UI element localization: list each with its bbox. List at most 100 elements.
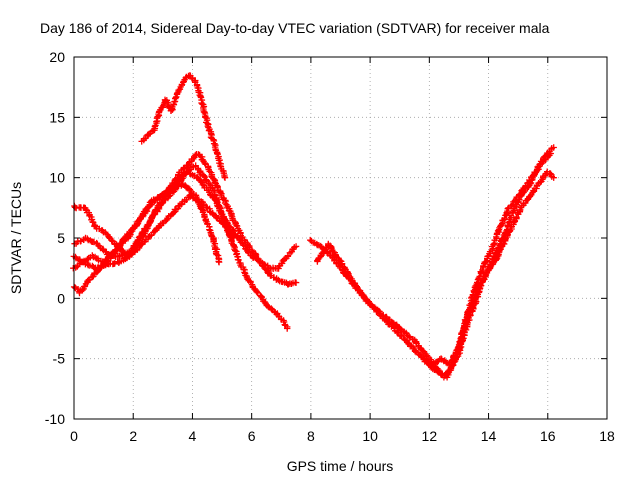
data-point-markers [198, 198, 216, 217]
data-point-markers [384, 318, 402, 336]
data-point-markers [147, 199, 166, 224]
data-point-markers [213, 198, 229, 223]
data-point-markers [198, 96, 211, 126]
data-point-markers [144, 194, 163, 212]
data-point-markers [517, 182, 533, 200]
data-point-markers [490, 242, 506, 265]
data-point-markers [373, 307, 390, 325]
data-point-marker [284, 325, 291, 332]
x-tick-label: 0 [70, 428, 78, 444]
data-point-markers [82, 204, 98, 229]
data-point-markers [210, 234, 223, 265]
data-point-marker [221, 174, 229, 181]
data-point-markers [179, 180, 198, 198]
data-point-markers [163, 206, 180, 224]
data-point-markers [325, 240, 344, 264]
data-point-markers [94, 240, 112, 258]
data-point-markers [209, 210, 228, 228]
data-point-markers [135, 218, 154, 241]
y-tick-label: 15 [49, 109, 65, 125]
data-point-markers [192, 77, 205, 101]
data-point-marker [230, 234, 238, 242]
x-tick-label: 6 [248, 428, 256, 444]
data-point-markers [275, 276, 290, 286]
y-tick-label: 5 [57, 230, 65, 246]
data-point-markers [192, 162, 208, 179]
data-point-markers [480, 248, 494, 271]
data-point-markers [177, 157, 195, 176]
data-point-markers [284, 244, 298, 260]
y-axis-ticks: -10 -5 0 5 10 15 20 [45, 49, 607, 427]
x-tick-label: 4 [189, 428, 197, 444]
data-point-markers [396, 332, 414, 350]
data-point-markers [79, 258, 97, 271]
x-tick-label: 2 [129, 428, 137, 444]
data-point-marker [550, 174, 557, 181]
data-point-markers [263, 301, 278, 315]
data-point-markers [167, 91, 181, 114]
data-point-marker [292, 279, 300, 286]
data-point-markers [204, 163, 219, 186]
data-point-markers [314, 242, 332, 265]
series-track-h [314, 144, 557, 381]
data-point-markers [526, 181, 541, 200]
data-point-markers [411, 336, 433, 362]
y-tick-label: -5 [53, 351, 66, 367]
data-point-markers [151, 217, 169, 235]
data-point-marker [215, 258, 223, 266]
plot-frame [73, 56, 608, 420]
y-axis-label: SDTVAR / TECUs [8, 182, 24, 294]
x-tick-label: 14 [481, 428, 497, 444]
data-point-marker [292, 243, 300, 250]
data-point-markers [482, 260, 497, 279]
series-track-c [71, 168, 300, 273]
data-point-markers [544, 145, 555, 157]
data-point-markers [361, 294, 379, 313]
data-point-marker [550, 144, 557, 151]
data-point-markers [204, 120, 217, 143]
data-point-markers [138, 229, 157, 248]
data-point-markers [488, 224, 503, 254]
data-point-markers [464, 291, 479, 319]
data-point-markers [275, 254, 290, 272]
y-tick-label: 0 [57, 290, 65, 306]
data-point-markers [236, 259, 251, 283]
data-point-markers [472, 272, 489, 296]
data-point-markers [204, 187, 220, 204]
data-point-markers [544, 168, 555, 180]
series-track-e [70, 192, 238, 272]
data-point-markers [126, 241, 144, 259]
series-track-i [420, 168, 557, 369]
data-point-markers [210, 137, 222, 162]
data-point-markers [201, 173, 216, 192]
data-point-markers [82, 234, 100, 247]
data-point-markers [497, 205, 511, 230]
y-tick-label: -10 [45, 411, 65, 427]
data-point-markers [91, 223, 106, 234]
data-point-markers [201, 211, 216, 240]
data-point-markers [194, 174, 210, 192]
data-point-markers [76, 277, 91, 297]
data-point-markers [71, 236, 88, 247]
data-point-markers [120, 223, 138, 242]
data-point-markers [446, 345, 462, 369]
x-axis-label: GPS time / hours [287, 458, 394, 474]
grid-lines [74, 57, 607, 419]
x-tick-label: 18 [599, 428, 615, 444]
y-tick-label: 20 [49, 49, 65, 65]
data-point-markers [338, 258, 355, 283]
y-tick-label: 10 [49, 170, 65, 186]
x-tick-label: 12 [422, 428, 438, 444]
data-point-markers [100, 229, 118, 247]
data-point-markers [71, 202, 79, 211]
data-point-markers [151, 109, 163, 134]
data-point-markers [109, 236, 127, 259]
x-tick-label: 10 [362, 428, 378, 444]
data-point-markers [349, 277, 368, 300]
data-point-markers [455, 314, 472, 350]
data-point-markers [408, 342, 426, 361]
x-tick-label: 16 [540, 428, 556, 444]
data-point-markers [229, 217, 246, 241]
data-point-markers [509, 193, 523, 217]
